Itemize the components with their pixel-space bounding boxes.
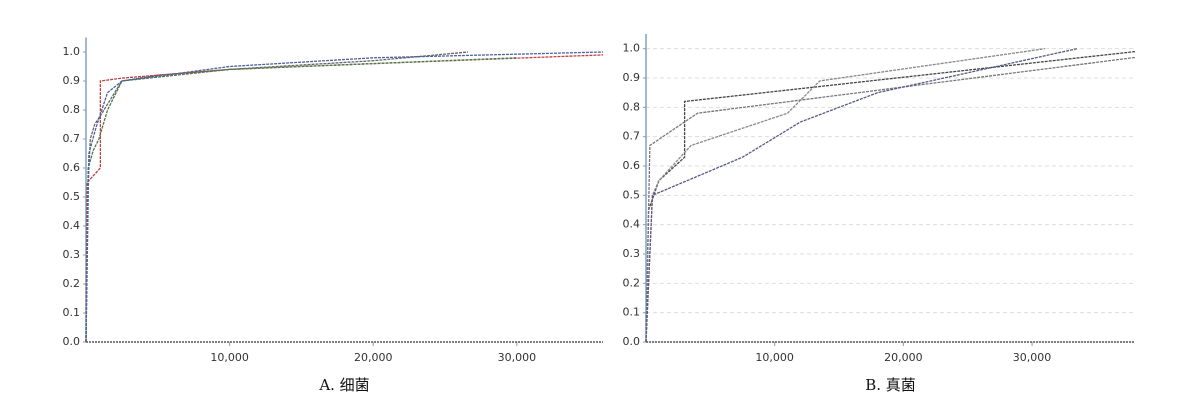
series-line [85,57,517,343]
y-tick-label: 0.5 [623,188,641,201]
x-tick-label: 30,000 [1013,351,1052,364]
series-line [85,51,469,343]
y-tick-label: 0.8 [63,103,81,116]
y-tick-label: 0.6 [63,161,81,174]
x-tick-label: 20,000 [354,351,393,364]
y-tick-label: 0.7 [623,130,641,143]
y-tick-label: 0.1 [623,306,641,319]
x-tick-label: 10,000 [755,351,794,364]
y-tick-label: 1.0 [623,42,641,55]
y-tick-label: 0.2 [623,276,641,289]
caption: B. 真菌 [865,376,916,394]
y-tick-label: 0.1 [63,306,81,319]
y-tick-label: 0.6 [623,159,641,172]
x-tick-label: 30,000 [498,351,537,364]
y-tick-label: 0.7 [63,132,81,145]
y-tick-label: 0.0 [63,335,81,348]
y-tick-label: 0.0 [623,335,641,348]
series-line [85,54,604,343]
x-tick-label: 10,000 [210,351,249,364]
y-tick-label: 1.0 [63,45,81,58]
x-tick-label: 20,000 [884,351,923,364]
y-tick-label: 0.8 [623,100,641,113]
y-tick-label: 0.3 [63,248,81,261]
series-line [645,50,1136,343]
y-tick-label: 0.4 [623,218,641,231]
series-line [645,56,1136,343]
caption: A. 细菌 [318,376,369,394]
series-line [85,51,604,343]
series-line [645,48,1078,343]
y-tick-label: 0.2 [63,277,81,290]
y-tick-label: 0.9 [623,71,641,84]
y-tick-label: 0.3 [623,247,641,260]
y-tick-label: 0.4 [63,219,81,232]
y-tick-label: 0.5 [63,190,81,203]
y-tick-label: 0.9 [63,74,81,87]
